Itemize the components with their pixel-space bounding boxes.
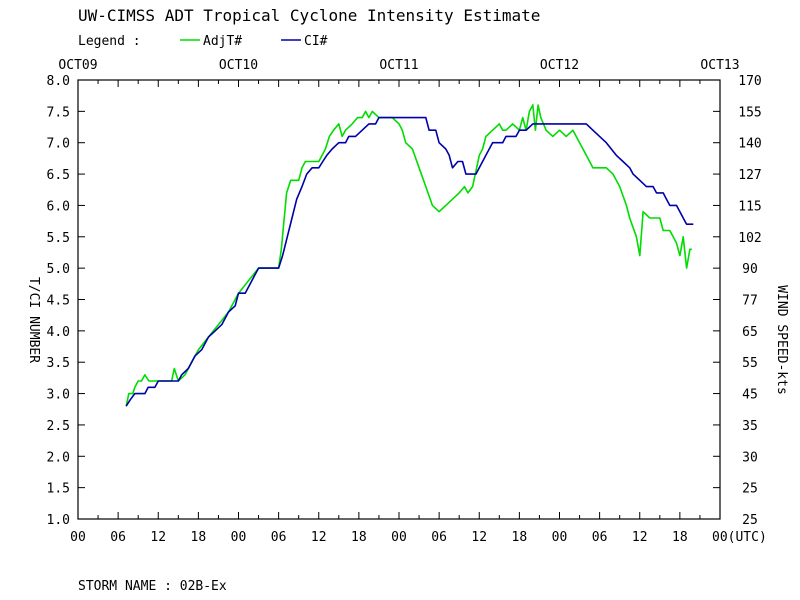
y2-tick-label: 25: [742, 513, 758, 528]
series-line-adjt-shadow: [125, 103, 692, 407]
y2-tick-label: 140: [738, 137, 761, 152]
y2-tick-label: 77: [742, 294, 758, 309]
top-date-label: OCT11: [379, 58, 418, 73]
x-tick-label: 06: [110, 530, 126, 545]
y-tick-label: 1.0: [47, 513, 70, 528]
y2-tick-label: 127: [738, 168, 761, 183]
plot-area: [77, 79, 721, 520]
y2-tick-label: 65: [742, 325, 758, 340]
x-tick-label: 00: [552, 530, 568, 545]
axis-ticks: 8.0 170 7.5 155 7.0 140 6.5 127 6.0 115 5.5 102 5.0 9…: [47, 58, 767, 545]
x-tick-label: 12: [632, 530, 648, 545]
y2-tick-label: 30: [742, 450, 758, 465]
y-tick-label: 7.5: [47, 105, 70, 120]
x-tick-label: 12: [471, 530, 487, 545]
series-layer: [125, 103, 694, 407]
y-tick-label: 2.5: [47, 419, 70, 434]
x-tick-label: 18: [351, 530, 367, 545]
top-date-label: OCT13: [700, 58, 739, 73]
y-tick-label: 4.5: [47, 294, 70, 309]
y2-tick-label: 25: [742, 482, 758, 497]
y-tick-label: 5.0: [47, 262, 70, 277]
y2-axis-label: WIND SPEED-kts: [774, 285, 789, 395]
storm-name: STORM NAME : 02B-Ex: [78, 579, 227, 594]
y2-tick-label: 90: [742, 262, 758, 277]
top-date-label: OCT10: [219, 58, 258, 73]
y-tick-label: 3.0: [47, 388, 70, 403]
y2-tick-label: 155: [738, 105, 761, 120]
y-axis-label: T/CI NUMBER: [26, 277, 41, 363]
x-tick-label: 00: [391, 530, 407, 545]
y2-tick-label: 102: [738, 231, 761, 246]
y-tick-label: 5.5: [47, 231, 70, 246]
top-date-label: OCT09: [58, 58, 97, 73]
legend-label: Legend :: [78, 34, 141, 49]
x-tick-label: 06: [592, 530, 608, 545]
x-tick-label: 18: [191, 530, 207, 545]
y-tick-label: 3.5: [47, 356, 70, 371]
y-tick-label: 8.0: [47, 74, 70, 89]
x-tick-label: 12: [150, 530, 166, 545]
x-tick-label: 06: [431, 530, 447, 545]
x-tick-label: 00: [231, 530, 247, 545]
y2-tick-label: 45: [742, 388, 758, 403]
y2-tick-label: 115: [738, 199, 761, 214]
x-tick-label: 06: [271, 530, 287, 545]
x-tick-label: 12: [311, 530, 327, 545]
y-tick-label: 7.0: [47, 137, 70, 152]
y-tick-label: 4.0: [47, 325, 70, 340]
y2-tick-label: 55: [742, 356, 758, 371]
legend-item-ci: CI#: [304, 34, 328, 49]
x-tick-label: 00(UTC): [712, 530, 767, 545]
y-tick-label: 2.0: [47, 450, 70, 465]
y-tick-label: 6.5: [47, 168, 70, 183]
x-tick-label: 18: [512, 530, 528, 545]
x-tick-label: 18: [672, 530, 688, 545]
legend-item-adjt: AdjT#: [203, 34, 242, 49]
chart-title: UW-CIMSS ADT Tropical Cyclone Intensity …: [78, 6, 540, 25]
series-line-adjt: [125, 104, 692, 407]
y-tick-label: 1.5: [47, 482, 70, 497]
y2-tick-label: 35: [742, 419, 758, 434]
y2-tick-label: 170: [738, 74, 761, 89]
top-date-label: OCT12: [540, 58, 579, 73]
y-tick-label: 6.0: [47, 199, 70, 214]
x-tick-label: 00: [70, 530, 86, 545]
series-line-ci: [125, 116, 694, 407]
